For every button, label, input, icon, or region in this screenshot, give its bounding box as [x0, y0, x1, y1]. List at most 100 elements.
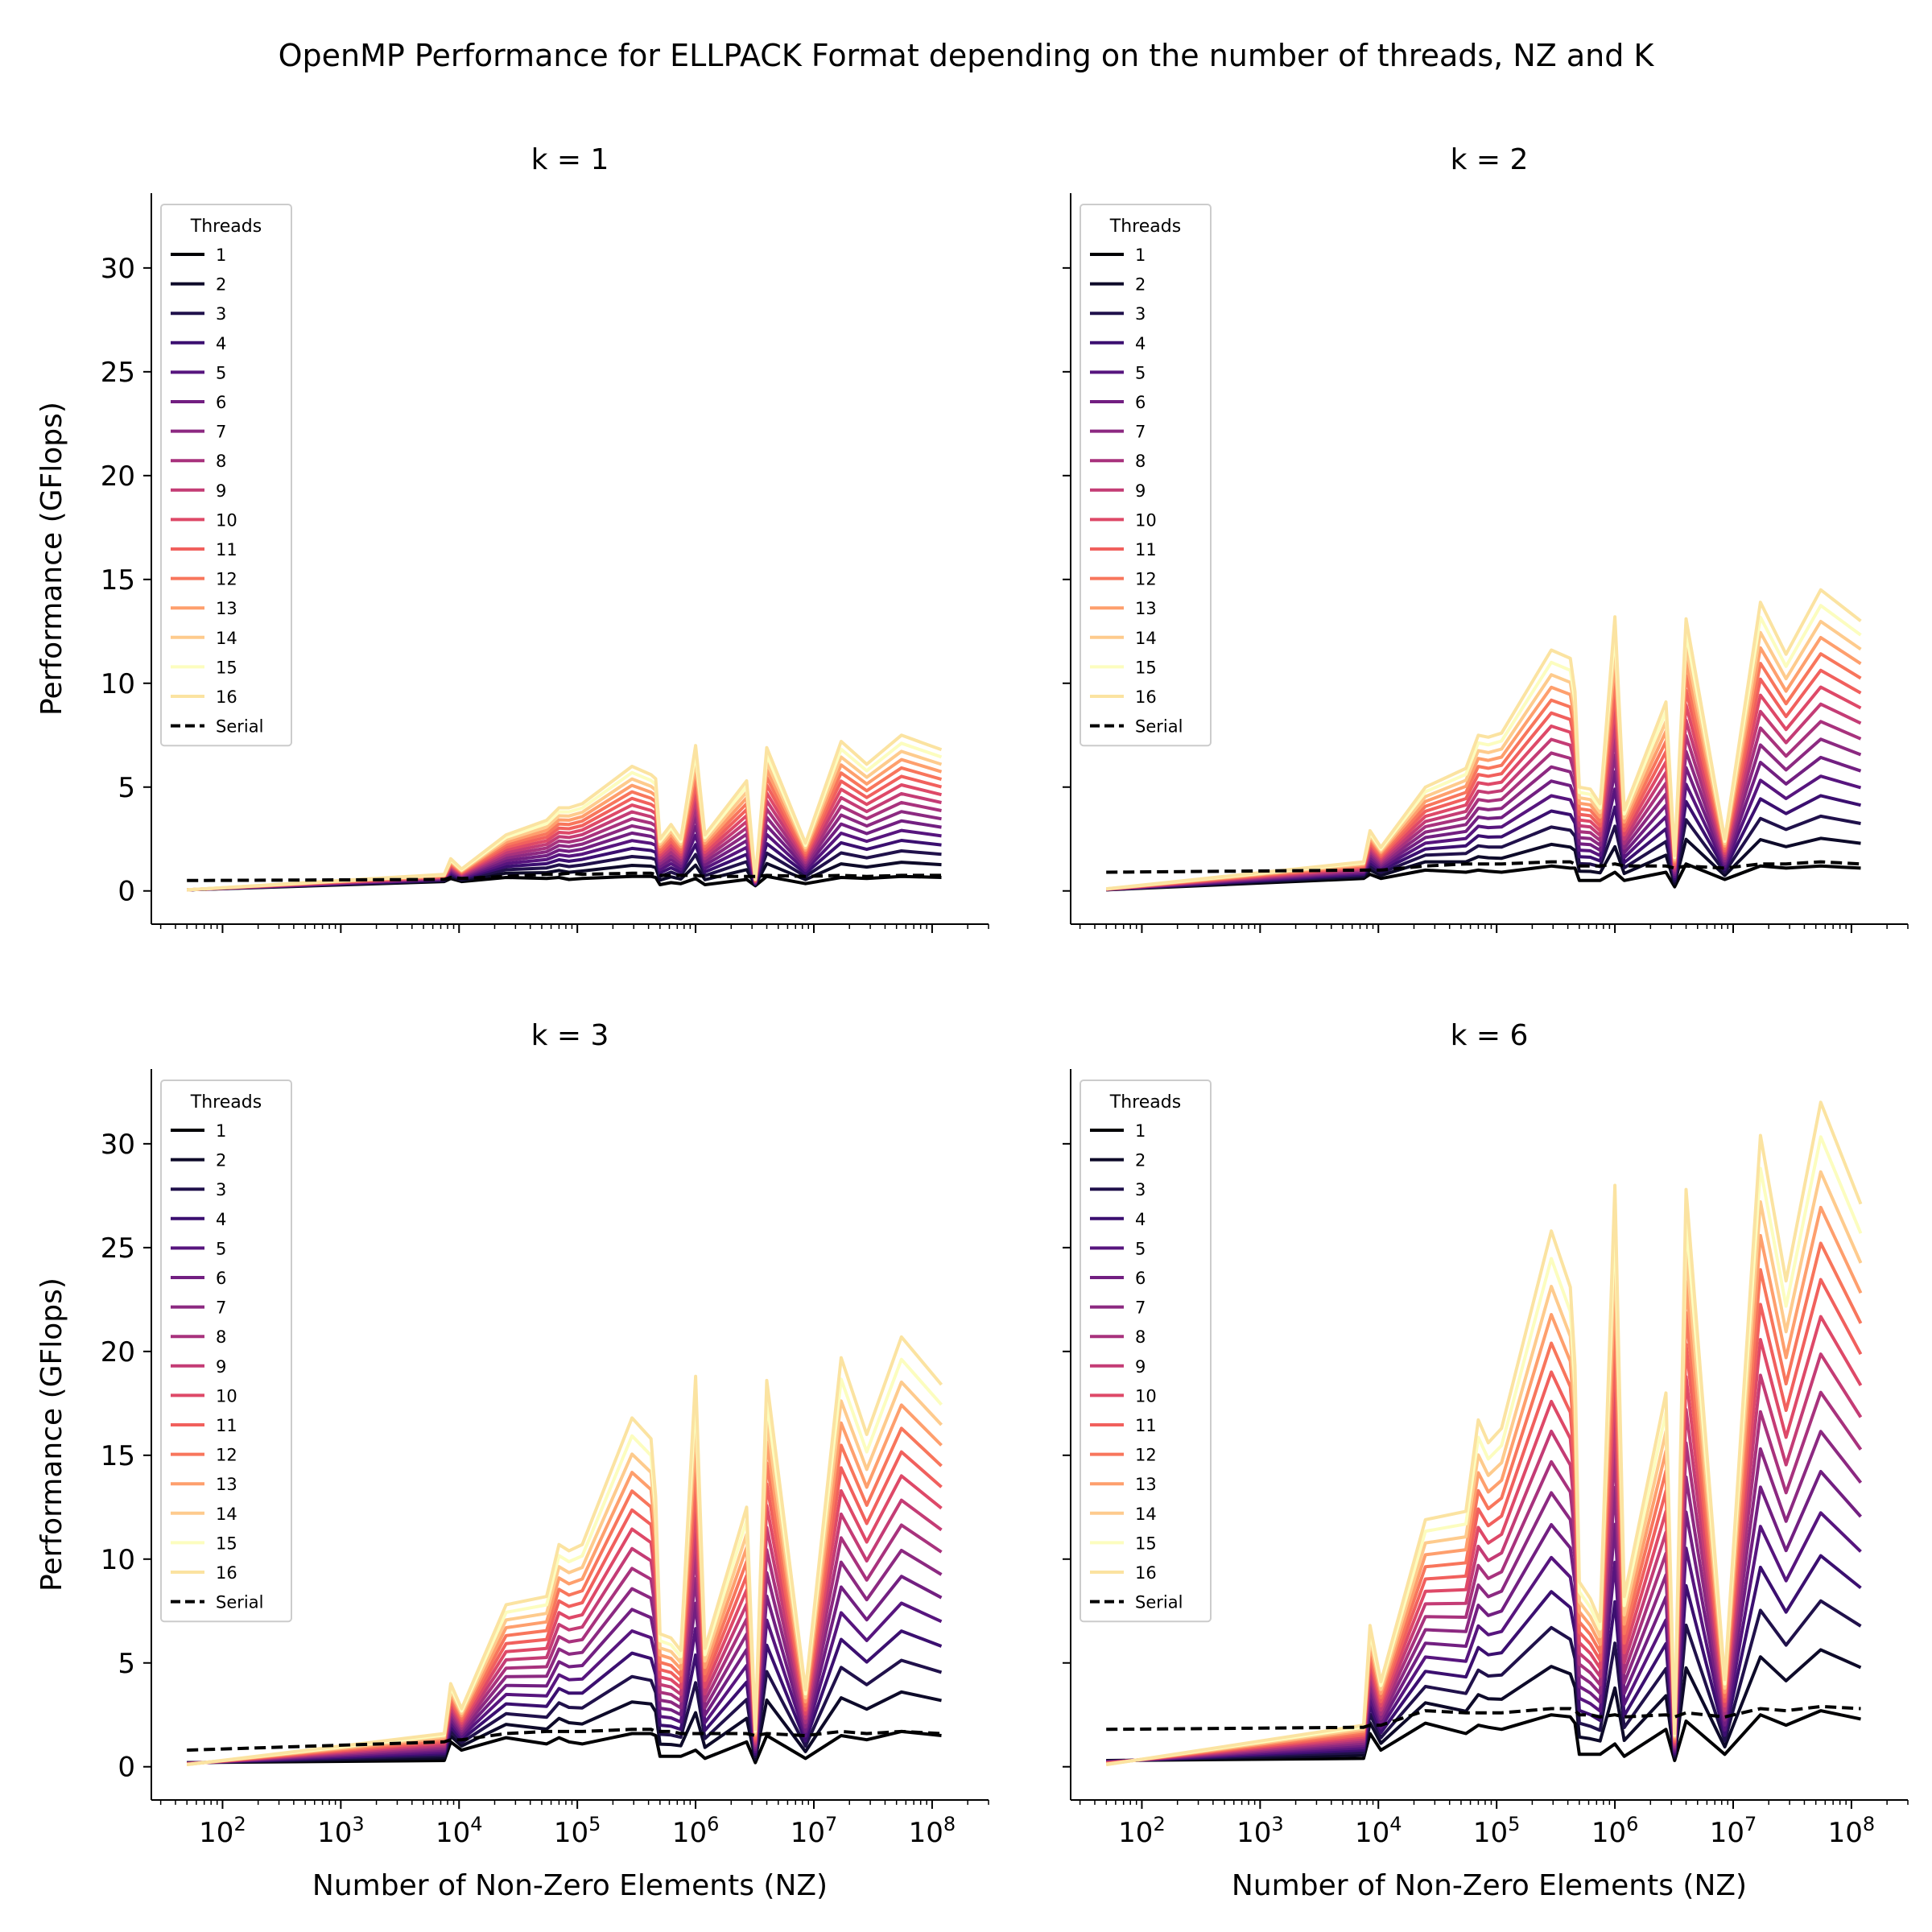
series-line-threads-9: [1106, 702, 1862, 891]
series-line-threads-15: [1105, 1135, 1863, 1766]
x-axis-label: Number of Non-Zero Elements (NZ): [312, 1869, 828, 1902]
series-line-serial: [1106, 860, 1861, 874]
series-line-threads-16: [1105, 1100, 1863, 1767]
series-line-threads-8: [1106, 720, 1862, 891]
series-line-threads-5: [187, 1601, 943, 1765]
y-tick-label: 30: [101, 253, 135, 285]
subplot-title: k = 3: [531, 1019, 609, 1052]
series-line-threads-3: [1106, 814, 1861, 892]
legend-label: 10: [216, 510, 237, 530]
series-line-threads-16: [186, 1335, 943, 1767]
legend-label: 6: [216, 1269, 226, 1288]
x-tick-label: 104: [1355, 1813, 1402, 1849]
legend-label-serial: Serial: [1135, 1593, 1183, 1612]
legend-label: 13: [216, 1475, 237, 1494]
legend-label: 12: [216, 570, 237, 589]
x-tick-label: 107: [791, 1813, 838, 1849]
series-line-threads-11: [187, 1450, 943, 1766]
series-line-threads-10: [1105, 1315, 1863, 1765]
series-line-threads-8: [1106, 1390, 1863, 1765]
legend-label: 15: [1135, 1534, 1157, 1553]
series-line-threads-10: [1106, 685, 1862, 891]
series-line-threads-4: [187, 839, 942, 892]
y-tick-label: 10: [101, 1544, 135, 1576]
legend-label: 14: [1135, 629, 1157, 648]
x-tick-label: 107: [1710, 1813, 1757, 1849]
series-line-threads-2: [1106, 1648, 1862, 1763]
series-line-threads-1: [1106, 862, 1861, 892]
legend-label-serial: Serial: [216, 1593, 263, 1612]
series-line-threads-15: [186, 1357, 943, 1766]
series-line-threads-4: [1106, 794, 1861, 892]
y-axis-label: Performance (GFlops): [35, 402, 68, 716]
series-line-threads-14: [186, 1380, 943, 1766]
series-line-threads-14: [187, 749, 943, 892]
series-line-threads-6: [1106, 755, 1862, 891]
x-axis-label: Number of Non-Zero Elements (NZ): [1232, 1869, 1747, 1902]
series-line-threads-2: [1106, 836, 1861, 892]
legend-frame: [160, 1080, 292, 1623]
series-line-threads-5: [187, 828, 942, 892]
legend-label: 15: [216, 1534, 237, 1553]
figure-title: OpenMP Performance for ELLPACK Format de…: [279, 38, 1655, 73]
legend-label: 13: [216, 599, 237, 618]
legend-label: 15: [216, 658, 237, 677]
series-line-threads-14: [1105, 1170, 1863, 1766]
legend-label: 4: [216, 334, 226, 353]
subplot-title: k = 2: [1451, 143, 1529, 176]
series-line-threads-11: [187, 774, 943, 892]
legend-label: 8: [216, 1327, 226, 1347]
series-line-threads-15: [187, 741, 943, 892]
legend-label: 5: [1135, 363, 1146, 382]
series-line-threads-1: [1106, 1709, 1861, 1762]
legend-label: 6: [1135, 1269, 1146, 1288]
y-tick-label: 15: [101, 1440, 135, 1472]
legend-label: 14: [216, 629, 237, 648]
legend-label: 5: [216, 363, 226, 382]
legend-title: Threads: [190, 1092, 262, 1113]
y-tick-label: 20: [101, 1336, 135, 1368]
series-line-threads-16: [1105, 588, 1862, 891]
legend-label: 9: [216, 1357, 226, 1377]
series-line-threads-10: [187, 1474, 943, 1766]
subplot-title: k = 1: [531, 143, 609, 176]
series-line-threads-13: [186, 1403, 943, 1766]
legend-label: 11: [1135, 540, 1157, 559]
legend-label: 12: [1135, 570, 1157, 589]
series-line-threads-12: [187, 1426, 943, 1766]
series-line-threads-11: [1106, 668, 1862, 891]
legend-label: 9: [1135, 481, 1146, 501]
legend-label: 8: [1135, 1327, 1146, 1347]
legend-label: 6: [216, 393, 226, 412]
legend-label-serial: Serial: [216, 717, 263, 737]
legend-title: Threads: [1109, 217, 1181, 237]
legend-label: 16: [216, 687, 237, 707]
legend-label: 1: [1135, 1121, 1146, 1141]
series-line-threads-9: [187, 791, 942, 892]
legend-label: 16: [1135, 687, 1157, 707]
x-tick-label: 106: [1591, 1813, 1639, 1849]
legend-label: 8: [1135, 452, 1146, 471]
legend-label: 3: [216, 1180, 226, 1199]
legend-label: 11: [216, 1416, 237, 1435]
series-line-threads-9: [1106, 1352, 1863, 1765]
y-tick-label: 30: [101, 1129, 135, 1161]
y-tick-label: 15: [101, 564, 135, 597]
legend-label: 13: [1135, 599, 1157, 618]
y-tick-label: 25: [101, 357, 135, 389]
series-line-threads-4: [187, 1629, 943, 1765]
legend-label: 10: [1135, 510, 1157, 530]
legend-label: 14: [1135, 1505, 1157, 1524]
x-tick-label: 102: [1118, 1813, 1166, 1849]
legend-label: 4: [1135, 1210, 1146, 1229]
x-tick-label: 108: [909, 1813, 956, 1849]
series-line-threads-4: [1106, 1554, 1862, 1764]
x-tick-label: 103: [1236, 1813, 1284, 1849]
series-line-threads-1: [187, 874, 942, 892]
series-line-threads-11: [1105, 1278, 1863, 1765]
